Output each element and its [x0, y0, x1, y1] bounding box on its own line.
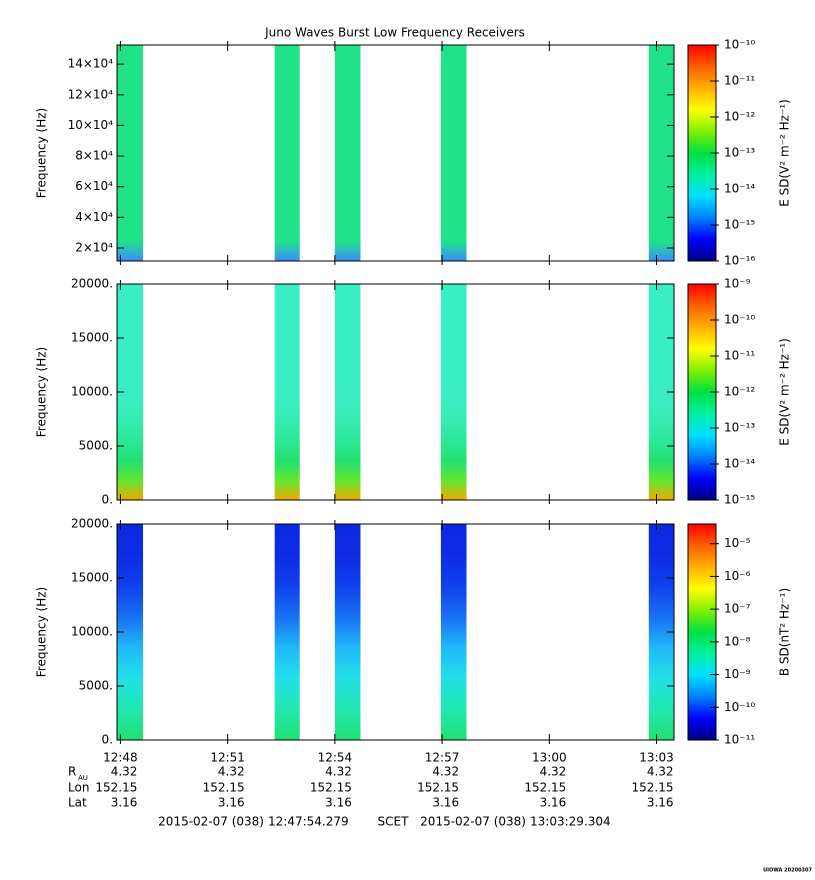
burst-spectrum: [274, 45, 300, 261]
ephemeris-value: 4.32: [111, 765, 138, 779]
y-tick-label: 10000.: [71, 625, 113, 639]
colorbar-tick-label: 10⁻¹³: [724, 146, 755, 160]
colorbar-tick-label: 10⁻¹¹: [724, 74, 755, 88]
burst-spectrum: [334, 284, 361, 500]
y-tick-label: 6×10⁴: [75, 179, 113, 193]
colorbar-tick-label: 10⁻¹²: [724, 385, 755, 399]
figure-title: Juno Waves Burst Low Frequency Receivers: [264, 26, 525, 40]
ephemeris-value: 4.32: [218, 765, 245, 779]
x-tick-label: 12:51: [210, 751, 245, 765]
ephemeris-value: 4.32: [432, 765, 459, 779]
ephemeris-value: 3.16: [218, 796, 245, 810]
x-tick-label: 13:00: [532, 751, 567, 765]
ephemeris-value: 3.16: [111, 796, 138, 810]
time-frame: SCET: [378, 815, 410, 829]
y-tick-label: 20000.: [71, 517, 113, 531]
colorbar-tick-label: 10⁻¹⁰: [724, 38, 755, 52]
y-tick-label: 14×10⁴: [68, 57, 114, 71]
colorbar-tick-label: 10⁻⁹: [724, 277, 751, 291]
burst-spectrum: [334, 524, 361, 740]
x-tick-label: 13:03: [639, 751, 674, 765]
ephemeris-value: 3.16: [647, 796, 674, 810]
ephemeris-value: 152.15: [632, 781, 674, 795]
colorbar-tick-label: 10⁻¹⁶: [724, 254, 755, 268]
ephemeris-value: 4.32: [325, 765, 352, 779]
x-tick-label: 12:48: [103, 751, 138, 765]
y-axis-label: Frequency (Hz): [35, 347, 49, 438]
ephemeris-value: 152.15: [524, 781, 566, 795]
colorbar-label: E SD(V² m⁻² Hz⁻¹): [778, 338, 792, 446]
colorbar-tick-label: 10⁻¹⁰: [724, 313, 755, 327]
colorbar-tick-label: 10⁻¹⁵: [724, 493, 755, 507]
y-tick-label: 15000.: [71, 571, 113, 585]
burst-spectrum: [274, 284, 300, 500]
colorbar-tick-label: 10⁻¹¹: [724, 349, 755, 363]
y-tick-label: 0.: [102, 733, 113, 747]
colorbar: [687, 523, 717, 741]
plot-frame: [116, 523, 675, 741]
colorbar-tick-label: 10⁻⁷: [724, 602, 751, 616]
ephemeris-value: 3.16: [540, 796, 567, 810]
ephemeris-value: 4.32: [540, 765, 567, 779]
ephemeris-label: R: [68, 765, 76, 779]
x-tick-label: 12:54: [318, 751, 353, 765]
y-tick-label: 15000.: [71, 331, 113, 345]
ephemeris-subscript: AU: [78, 774, 88, 782]
y-tick-label: 5000.: [79, 439, 113, 453]
burst-spectrum: [440, 45, 467, 261]
end-date: 2015-02-07 (038): [420, 815, 526, 829]
burst-spectrum: [116, 45, 144, 261]
y-tick-label: 5000.: [79, 679, 113, 693]
colorbar-tick-label: 10⁻¹⁴: [724, 182, 755, 196]
y-tick-label: 0.: [102, 493, 113, 507]
colorbar-label: B SD(nT² Hz⁻¹): [778, 588, 792, 676]
colorbar-tick-label: 10⁻¹²: [724, 110, 755, 124]
colorbar-tick-label: 10⁻⁵: [724, 536, 751, 550]
ephemeris-label: Lat: [68, 796, 87, 810]
end-time: 13:03:29.304: [530, 815, 611, 829]
y-tick-label: 10000.: [71, 385, 113, 399]
ephemeris-value: 4.32: [647, 765, 674, 779]
burst-spectrum: [334, 45, 361, 261]
ephemeris-value: 152.15: [417, 781, 459, 795]
colorbar-tick-label: 10⁻⁶: [724, 569, 751, 583]
colorbar-tick-label: 10⁻¹⁵: [724, 218, 755, 232]
ephemeris-value: 152.15: [310, 781, 352, 795]
y-axis-label: Frequency (Hz): [35, 587, 49, 678]
y-tick-label: 2×10⁴: [75, 240, 113, 254]
y-tick-label: 10×10⁴: [68, 118, 114, 132]
burst-spectrum: [648, 45, 674, 261]
ephemeris-value: 3.16: [325, 796, 352, 810]
x-tick-label: 12:57: [425, 751, 460, 765]
plot-frame: [116, 283, 675, 501]
ephemeris-value: 3.16: [432, 796, 459, 810]
y-axis-label: Frequency (Hz): [35, 108, 49, 199]
plot-frame: [116, 44, 675, 262]
y-tick-label: 20000.: [71, 277, 113, 291]
colorbar-tick-label: 10⁻¹³: [724, 421, 755, 435]
colorbar-tick-label: 10⁻⁹: [724, 667, 751, 681]
y-tick-label: 8×10⁴: [75, 149, 113, 163]
colorbar-tick-label: 10⁻⁸: [724, 634, 751, 648]
burst-spectrum: [274, 524, 300, 740]
ephemeris-value: 152.15: [95, 781, 137, 795]
y-tick-label: 4×10⁴: [75, 210, 113, 224]
ephemeris-value: 152.15: [203, 781, 245, 795]
credit: UIOWA 20200307: [763, 868, 812, 874]
colorbar-tick-label: 10⁻¹⁰: [724, 700, 755, 714]
colorbar-tick-label: 10⁻¹⁴: [724, 457, 755, 471]
start-date: 2015-02-07 (038): [158, 815, 264, 829]
y-tick-label: 12×10⁴: [68, 87, 114, 101]
burst-spectrum: [440, 524, 467, 740]
colorbar-label: E SD(V² m⁻² Hz⁻¹): [778, 99, 792, 207]
colorbar-tick-label: 10⁻¹¹: [724, 733, 755, 747]
ephemeris-label: Lon: [68, 781, 89, 795]
burst-spectrum: [440, 284, 467, 500]
start-time: 12:47:54.279: [268, 815, 349, 829]
